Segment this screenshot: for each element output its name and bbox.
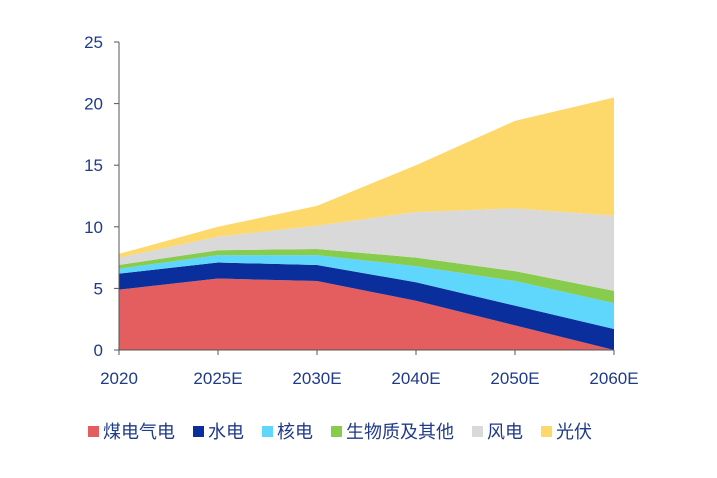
y-tick-label: 5 [94, 279, 103, 298]
area-series-1 [119, 262, 614, 350]
y-tick-label: 15 [84, 156, 103, 175]
legend-item-5: 光伏 [541, 422, 592, 442]
legend-item-4: 风电 [472, 422, 523, 442]
area-series-0 [119, 278, 614, 350]
legend-label: 生物质及其他 [346, 422, 454, 442]
legend-label: 煤电气电 [103, 422, 175, 442]
x-tick-label: 2030E [292, 369, 341, 388]
axes-group: 0 5 10 15 20 25 2020 2025E 2030E 2040E 2050E 2060E [84, 33, 639, 388]
x-tick-label: 2040E [391, 369, 440, 388]
y-tick-label: 0 [94, 341, 103, 360]
legend-swatch [193, 426, 204, 437]
legend-label: 风电 [487, 422, 523, 442]
area-series-2 [119, 255, 614, 330]
legend-label: 核电 [277, 422, 313, 442]
x-tick-label: 2020 [100, 369, 138, 388]
legend-item-2: 核电 [262, 422, 313, 442]
x-tick-label: 2025E [193, 369, 242, 388]
legend-swatch [472, 426, 483, 437]
area-series-group [119, 97, 614, 350]
y-tick-label: 25 [84, 33, 103, 52]
legend-label: 光伏 [556, 422, 592, 442]
area-series-3 [119, 248, 614, 304]
legend-label: 水电 [208, 422, 244, 442]
area-series-4 [119, 208, 614, 291]
legend-swatch [331, 426, 342, 437]
y-tick-label: 20 [84, 95, 103, 114]
legend-item-0: 煤电气电 [88, 422, 175, 442]
area-series-5 [119, 97, 614, 258]
x-tick-label: 2060E [589, 369, 638, 388]
legend-swatch [88, 426, 99, 437]
legend-item-1: 水电 [193, 422, 244, 442]
legend-swatch [262, 426, 273, 437]
legend: 煤电气电 水电 核电 生物质及其他 风电 光伏 [88, 422, 592, 442]
legend-swatch [541, 426, 552, 437]
legend-item-3: 生物质及其他 [331, 422, 454, 442]
x-tick-label: 2050E [490, 369, 539, 388]
y-tick-label: 10 [84, 218, 103, 237]
